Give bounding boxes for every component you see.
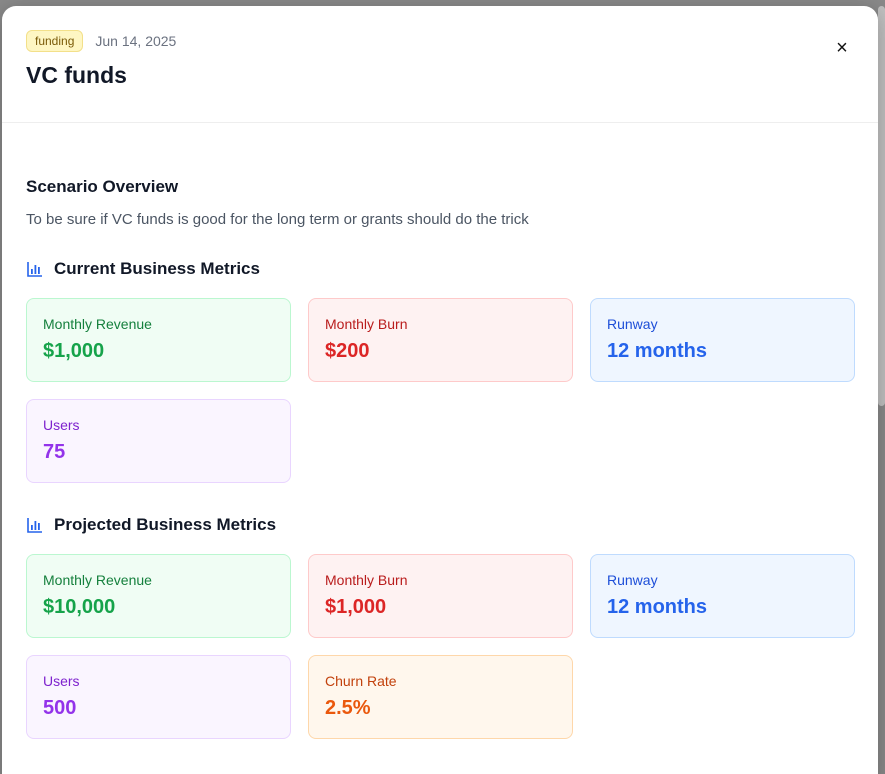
scenario-date: Jun 14, 2025 bbox=[95, 33, 177, 49]
meta-row: funding Jun 14, 2025 bbox=[26, 30, 176, 52]
current-revenue-card: Monthly Revenue $1,000 bbox=[26, 298, 291, 382]
metric-label: Churn Rate bbox=[325, 673, 397, 689]
metric-label: Runway bbox=[607, 316, 658, 332]
metric-label: Runway bbox=[607, 572, 658, 588]
metric-value: 12 months bbox=[607, 340, 708, 362]
overview-description: To be sure if VC funds is good for the l… bbox=[26, 211, 529, 228]
metric-value: 500 bbox=[43, 697, 77, 719]
metric-value: 75 bbox=[43, 441, 66, 463]
projected-metrics-grid: Monthly Revenue $10,000 Monthly Burn $1,… bbox=[26, 554, 855, 739]
metric-value: 12 months bbox=[607, 596, 708, 618]
current-runway-card: Runway 12 months bbox=[590, 298, 855, 382]
modal-header: funding Jun 14, 2025 VC funds × bbox=[2, 6, 878, 123]
modal-title: VC funds bbox=[26, 62, 127, 88]
scenario-modal: funding Jun 14, 2025 VC funds × Scenario… bbox=[2, 6, 878, 774]
current-metrics-heading: Current Business Metrics bbox=[26, 259, 854, 279]
metric-value: $10,000 bbox=[43, 596, 116, 618]
bar-chart-icon bbox=[27, 262, 42, 277]
current-users-card: Users 75 bbox=[26, 399, 291, 483]
metric-value: $1,000 bbox=[43, 340, 105, 362]
metric-label: Monthly Revenue bbox=[43, 572, 152, 588]
current-metrics-grid: Monthly Revenue $1,000 Monthly Burn $200… bbox=[26, 298, 855, 483]
projected-runway-card: Runway 12 months bbox=[590, 554, 855, 638]
metric-value: 2.5% bbox=[325, 697, 371, 719]
projected-churn-card: Churn Rate 2.5% bbox=[308, 655, 573, 739]
modal-body: Scenario Overview To be sure if VC funds… bbox=[2, 177, 878, 739]
metric-label: Monthly Burn bbox=[325, 572, 408, 588]
metric-label: Users bbox=[43, 673, 80, 689]
page-scrollbar[interactable] bbox=[878, 6, 885, 406]
metric-label: Monthly Revenue bbox=[43, 316, 152, 332]
metric-value: $200 bbox=[325, 340, 370, 362]
bar-chart-icon bbox=[27, 518, 42, 533]
close-button[interactable]: × bbox=[830, 36, 854, 60]
current-burn-card: Monthly Burn $200 bbox=[308, 298, 573, 382]
overview-heading: Scenario Overview bbox=[26, 177, 179, 196]
current-metrics-title: Current Business Metrics bbox=[54, 259, 260, 278]
projected-metrics-heading: Projected Business Metrics bbox=[26, 515, 854, 535]
metric-value: $1,000 bbox=[325, 596, 387, 618]
metric-label: Monthly Burn bbox=[325, 316, 408, 332]
projected-burn-card: Monthly Burn $1,000 bbox=[308, 554, 573, 638]
category-badge: funding bbox=[26, 30, 84, 52]
projected-users-card: Users 500 bbox=[26, 655, 291, 739]
projected-revenue-card: Monthly Revenue $10,000 bbox=[26, 554, 291, 638]
metric-label: Users bbox=[43, 417, 80, 433]
projected-metrics-title: Projected Business Metrics bbox=[54, 515, 277, 534]
